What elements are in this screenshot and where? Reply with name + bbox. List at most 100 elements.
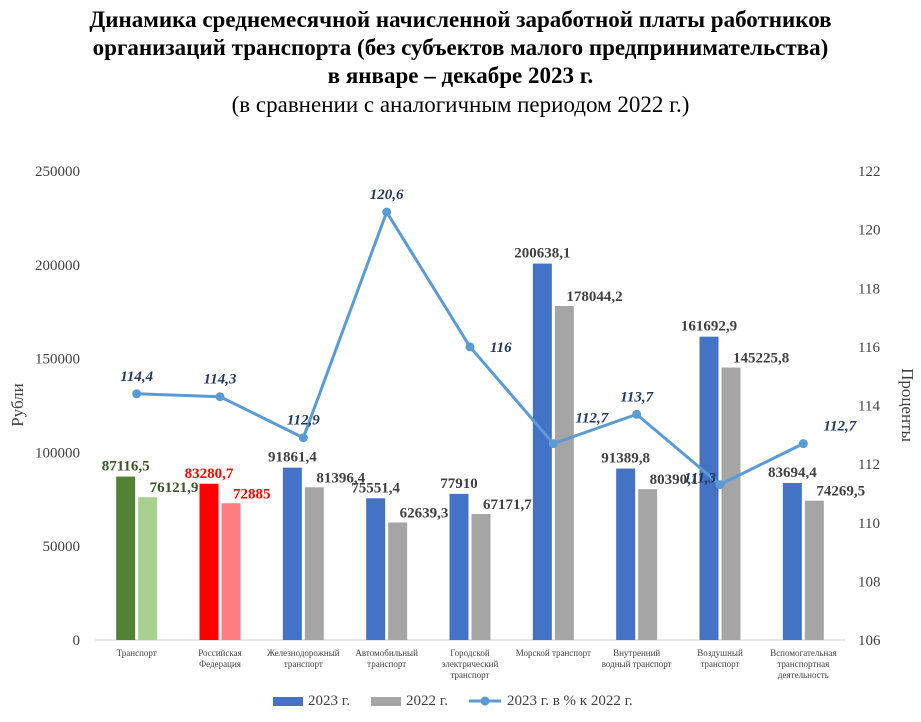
data-label-percent: 112,9 bbox=[287, 413, 320, 429]
axes: 0 50000 100000 150000 200000 250000 106 108 110 1… bbox=[8, 164, 917, 680]
bar-2023 bbox=[532, 263, 552, 640]
data-label-2022: 76121,9 bbox=[150, 480, 199, 496]
x-tick-label: транспортная bbox=[777, 659, 829, 669]
bar-2022 bbox=[304, 487, 324, 640]
title-line-3: в январе – декабре 2023 г. bbox=[327, 63, 594, 88]
data-label-percent: 112,7 bbox=[575, 411, 608, 427]
data-label-percent: 113,7 bbox=[620, 389, 653, 405]
x-tick-label: электрический bbox=[442, 659, 499, 669]
data-label-percent: 120,6 bbox=[370, 187, 404, 203]
legend-label-2023: 2023 г. bbox=[308, 693, 350, 709]
x-tick-label: водный транспорт bbox=[602, 659, 672, 669]
chart-title: Динамика среднемесячной начисленной зара… bbox=[0, 6, 921, 120]
bar-2022 bbox=[804, 500, 824, 640]
y2-tick-label: 112 bbox=[858, 457, 880, 473]
percent-point bbox=[298, 433, 308, 443]
x-tick-label: Вспомогательная bbox=[770, 648, 836, 658]
percent-point bbox=[632, 409, 642, 419]
data-label-percent: 114,3 bbox=[204, 372, 237, 388]
legend-swatch-2022 bbox=[371, 697, 401, 706]
y2-tick-label: 108 bbox=[858, 574, 881, 590]
bar-2022 bbox=[138, 497, 158, 640]
x-tick-label: транспорт bbox=[701, 659, 740, 669]
bar-2023 bbox=[366, 498, 386, 640]
y2-tick-label: 122 bbox=[858, 164, 881, 180]
percent-point bbox=[798, 439, 808, 449]
y2-tick-label: 116 bbox=[858, 340, 880, 356]
bar-2022 bbox=[554, 305, 574, 640]
data-label-2022: 80390,1 bbox=[650, 472, 699, 488]
title-line-2: организаций транспорта (без субъектов ма… bbox=[92, 35, 829, 60]
data-label-2022: 62639,3 bbox=[400, 505, 449, 521]
bar-2023 bbox=[449, 493, 469, 640]
x-tick-label: транспорт bbox=[451, 670, 490, 680]
percent-point bbox=[715, 480, 725, 490]
y-tick-label: 0 bbox=[73, 633, 81, 649]
data-label-2023: 161692,9 bbox=[681, 319, 737, 335]
data-label-2023: 77910 bbox=[440, 476, 478, 492]
bar-2022 bbox=[221, 503, 241, 640]
data-label-2023: 91389,8 bbox=[601, 451, 650, 467]
data-label-percent: 112,7 bbox=[823, 419, 856, 435]
data-label-2023: 83280,7 bbox=[185, 466, 234, 482]
y2-axis-title: Проценты bbox=[898, 368, 917, 442]
bar-2023 bbox=[116, 476, 136, 640]
data-label-2023: 200638,1 bbox=[514, 246, 570, 262]
bar-2023 bbox=[782, 482, 802, 640]
legend-swatch-2023 bbox=[273, 697, 303, 706]
y-tick-label: 150000 bbox=[35, 352, 80, 368]
x-tick-label: деятельность bbox=[778, 670, 829, 680]
data-label-2022: 74269,5 bbox=[816, 484, 865, 500]
bar-2023 bbox=[699, 336, 719, 640]
bar-2022 bbox=[471, 513, 491, 640]
x-tick-label: Воздушный bbox=[697, 648, 743, 658]
bar-2022 bbox=[638, 489, 658, 640]
x-tick-label: Автомобильный bbox=[355, 648, 418, 658]
data-label-percent: 111,3 bbox=[684, 471, 717, 487]
y-tick-label: 250000 bbox=[35, 164, 80, 180]
y2-tick-label: 106 bbox=[858, 633, 881, 649]
legend-label-percent: 2023 г. в % к 2022 г. bbox=[507, 693, 633, 709]
data-label-2022: 81396,4 bbox=[316, 470, 365, 486]
y-axis-title: Рубли bbox=[8, 383, 27, 427]
bars bbox=[116, 263, 824, 640]
data-label-percent: 114,4 bbox=[120, 369, 153, 385]
percent-line bbox=[132, 207, 808, 490]
x-tick-label: Внутренний bbox=[613, 648, 660, 658]
data-label-2022: 72885 bbox=[233, 486, 271, 502]
y2-tick-label: 118 bbox=[858, 281, 880, 297]
data-label-2022: 67171,7 bbox=[483, 497, 532, 513]
bar-2022 bbox=[721, 367, 741, 640]
y-tick-label: 100000 bbox=[35, 445, 80, 461]
y-tick-label: 50000 bbox=[43, 539, 81, 555]
percent-point bbox=[548, 439, 558, 449]
data-label-2022: 178044,2 bbox=[566, 289, 622, 305]
percent-point bbox=[215, 392, 225, 402]
legend: 2023 г. 2022 г. 2023 г. в % к 2022 г. bbox=[273, 693, 633, 709]
percent-point bbox=[132, 389, 142, 399]
bar-2023 bbox=[616, 468, 636, 640]
data-label-2023: 83694,4 bbox=[768, 465, 817, 481]
data-label-percent: 116 bbox=[490, 340, 512, 356]
data-label-2023: 91861,4 bbox=[268, 450, 317, 466]
y2-tick-label: 110 bbox=[858, 516, 880, 532]
bar-2022 bbox=[388, 522, 408, 640]
title-line-1: Динамика среднемесячной начисленной зара… bbox=[89, 7, 832, 32]
bar-2023 bbox=[282, 467, 302, 640]
data-label-2023: 75551,4 bbox=[351, 480, 400, 496]
y2-tick-label: 120 bbox=[858, 223, 881, 239]
x-tick-label: Федерация bbox=[199, 659, 241, 669]
percent-point bbox=[465, 342, 475, 352]
x-tick-label: транспорт bbox=[284, 659, 323, 669]
data-label-2022: 145225,8 bbox=[733, 351, 789, 367]
x-tick-label: транспорт bbox=[367, 659, 406, 669]
percent-point bbox=[382, 207, 392, 217]
y-tick-label: 200000 bbox=[35, 258, 80, 274]
legend-label-2022: 2022 г. bbox=[406, 693, 448, 709]
x-tick-label: Транспорт bbox=[117, 648, 157, 658]
x-tick-label: Городской bbox=[450, 648, 490, 658]
x-tick-label: Морской транспорт bbox=[516, 648, 591, 658]
chart-subtitle: (в сравнении с аналогичным периодом 2022… bbox=[231, 92, 690, 117]
